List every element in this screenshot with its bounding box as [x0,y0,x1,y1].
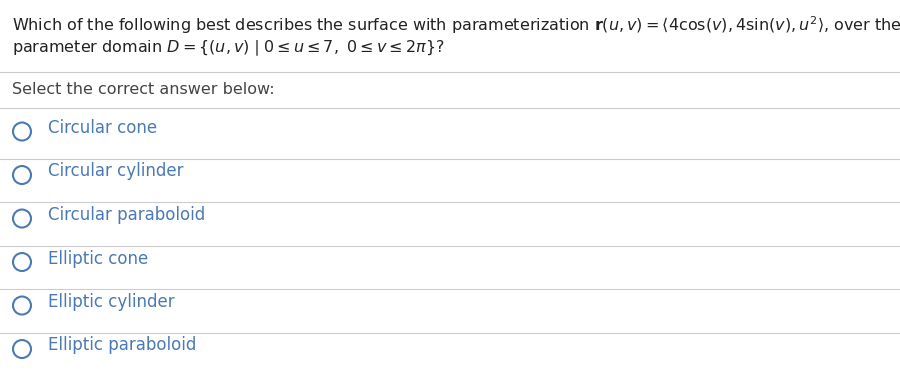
Text: Circular cone: Circular cone [48,119,158,137]
Text: Circular cylinder: Circular cylinder [48,163,184,181]
Text: Elliptic cylinder: Elliptic cylinder [48,293,175,311]
Text: Elliptic paraboloid: Elliptic paraboloid [48,336,196,354]
Text: parameter domain $D = \{(u, v) \mid 0 \leq u \leq 7,\ 0 \leq v \leq 2\pi\}$?: parameter domain $D = \{(u, v) \mid 0 \l… [12,38,445,57]
Text: Circular paraboloid: Circular paraboloid [48,206,205,224]
Text: Which of the following best describes the surface with parameterization $\mathbf: Which of the following best describes th… [12,14,900,36]
Text: Elliptic cone: Elliptic cone [48,250,148,267]
Text: Select the correct answer below:: Select the correct answer below: [12,82,274,97]
